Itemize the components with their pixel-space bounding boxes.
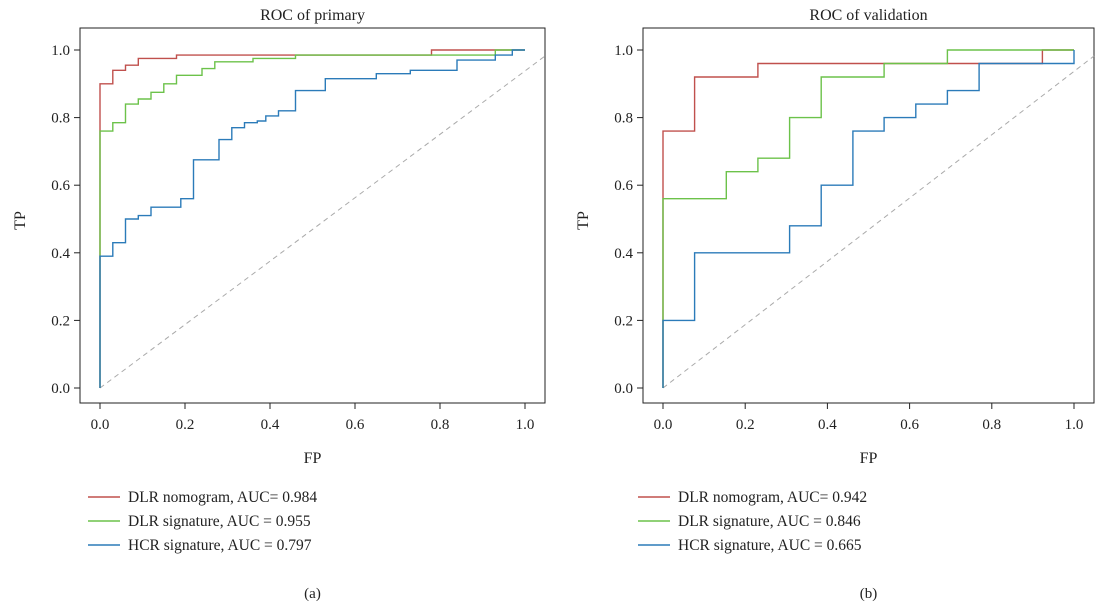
legend-entry: DLR nomogram, AUC= 0.984 xyxy=(128,489,317,506)
y-tick-label: 0.8 xyxy=(51,111,70,127)
legend-entry: HCR signature, AUC = 0.797 xyxy=(128,537,312,554)
chart-title: ROC of primary xyxy=(260,7,365,24)
x-tick-label: 1.0 xyxy=(516,417,535,433)
y-tick-label: 0.0 xyxy=(51,381,70,397)
y-tick-label: 0.6 xyxy=(614,178,633,194)
diagonal-reference-line xyxy=(662,55,1095,389)
x-tick-label: 0.2 xyxy=(736,417,755,433)
y-axis-label: TP xyxy=(12,211,29,230)
plot-frame xyxy=(642,27,1095,404)
y-tick-label: 0.2 xyxy=(614,313,633,329)
x-tick-label: 0.6 xyxy=(900,417,919,433)
y-axis-label: TP xyxy=(575,211,592,230)
y-tick-label: 0.4 xyxy=(614,246,633,262)
x-tick-label: 0.8 xyxy=(431,417,450,433)
y-tick-label: 0.6 xyxy=(51,178,70,194)
panel-label: (b) xyxy=(860,586,878,602)
x-tick-label: 0.0 xyxy=(91,417,110,433)
x-tick-label: 0.4 xyxy=(818,417,837,433)
legend-entry: DLR signature, AUC = 0.846 xyxy=(678,513,861,530)
legend-entry: DLR nomogram, AUC= 0.942 xyxy=(678,489,867,506)
series-line-1 xyxy=(99,49,525,388)
plot-frame xyxy=(79,27,546,404)
x-axis-label: FP xyxy=(304,450,322,467)
y-tick-label: 1.0 xyxy=(614,43,633,59)
y-tick-label: 0.2 xyxy=(51,313,70,329)
x-tick-label: 1.0 xyxy=(1065,417,1084,433)
chart-panel-validation: ROC of validation 0.0 0.2 0.4 0.6 0.8 1.0 0.0 0.… xyxy=(575,7,1095,602)
y-tick-label: 0.0 xyxy=(614,381,633,397)
chart-title: ROC of validation xyxy=(809,7,927,24)
chart-panel-primary: ROC of primary 0.0 0.2 0.4 0.6 0.8 1.0 0.0 0.2 0.… xyxy=(12,7,546,602)
diagonal-reference-line xyxy=(99,55,546,389)
x-tick-label: 0.0 xyxy=(654,417,673,433)
y-tick-label: 0.8 xyxy=(614,111,633,127)
series-line-0 xyxy=(662,49,1074,388)
legend-entry: DLR signature, AUC = 0.955 xyxy=(128,513,311,530)
series-line-2 xyxy=(99,49,525,388)
x-tick-label: 0.4 xyxy=(261,417,280,433)
series-line-1 xyxy=(662,49,1074,388)
y-tick-label: 0.4 xyxy=(51,246,70,262)
series-line-2 xyxy=(662,50,1075,388)
x-axis-label: FP xyxy=(860,450,878,467)
x-tick-label: 0.6 xyxy=(346,417,365,433)
panel-label: (a) xyxy=(304,586,321,602)
y-tick-label: 1.0 xyxy=(51,43,70,59)
x-tick-label: 0.8 xyxy=(982,417,1001,433)
series-line-0 xyxy=(99,49,525,388)
legend-entry: HCR signature, AUC = 0.665 xyxy=(678,537,862,554)
x-tick-label: 0.2 xyxy=(176,417,195,433)
